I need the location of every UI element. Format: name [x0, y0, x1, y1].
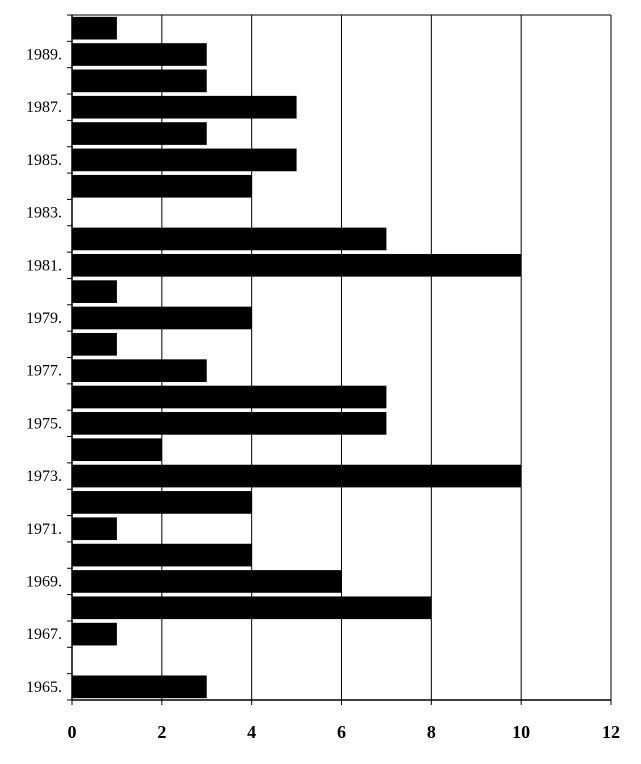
bar — [72, 622, 117, 646]
category-label: 1977. — [26, 363, 62, 380]
bar — [72, 43, 207, 66]
category-label: 1973. — [26, 468, 62, 485]
x-tick-label: 0 — [68, 722, 77, 742]
x-tick-labels: 0 2 4 6 8 10 12 — [68, 722, 621, 742]
category-label: 1979. — [26, 310, 62, 327]
x-tick-label: 6 — [337, 722, 346, 742]
x-tick-label: 10 — [512, 722, 530, 742]
x-tick-label: 2 — [157, 722, 166, 742]
bar — [72, 69, 207, 93]
category-labels: 1965. 1967. 1969. 1971. 1973. 1975. 1977. 1979.… — [26, 47, 62, 696]
bar — [72, 280, 117, 303]
category-label: 1971. — [26, 521, 62, 538]
bar — [72, 596, 432, 620]
bar — [72, 517, 117, 541]
bar — [72, 464, 522, 488]
bar — [72, 122, 207, 145]
bar — [72, 332, 117, 356]
category-label: 1983. — [26, 205, 62, 222]
bar — [72, 412, 387, 435]
bar — [72, 95, 297, 119]
axes — [67, 14, 612, 705]
category-label: 1985. — [26, 152, 62, 169]
category-label: 1975. — [26, 415, 62, 432]
category-label: 1989. — [26, 47, 62, 64]
bar — [72, 543, 252, 567]
bar — [72, 306, 252, 330]
category-label: 1967. — [26, 626, 62, 643]
grid-lines — [72, 14, 612, 700]
bar — [72, 16, 117, 40]
bar — [72, 148, 297, 172]
x-tick-label: 12 — [602, 722, 620, 742]
category-label: 1981. — [26, 257, 62, 274]
category-label: 1965. — [26, 679, 62, 696]
bars — [72, 16, 522, 699]
category-label: 1987. — [26, 99, 62, 116]
bar — [72, 438, 162, 462]
bar — [72, 570, 342, 593]
bar — [72, 227, 387, 251]
bar — [72, 675, 207, 699]
bar — [72, 359, 207, 383]
x-tick-label: 4 — [247, 722, 256, 742]
category-label: 1969. — [26, 573, 62, 590]
bar — [72, 174, 252, 198]
bar — [72, 253, 522, 277]
x-tick-label: 8 — [427, 722, 436, 742]
bar — [72, 385, 387, 409]
bar — [72, 491, 252, 514]
